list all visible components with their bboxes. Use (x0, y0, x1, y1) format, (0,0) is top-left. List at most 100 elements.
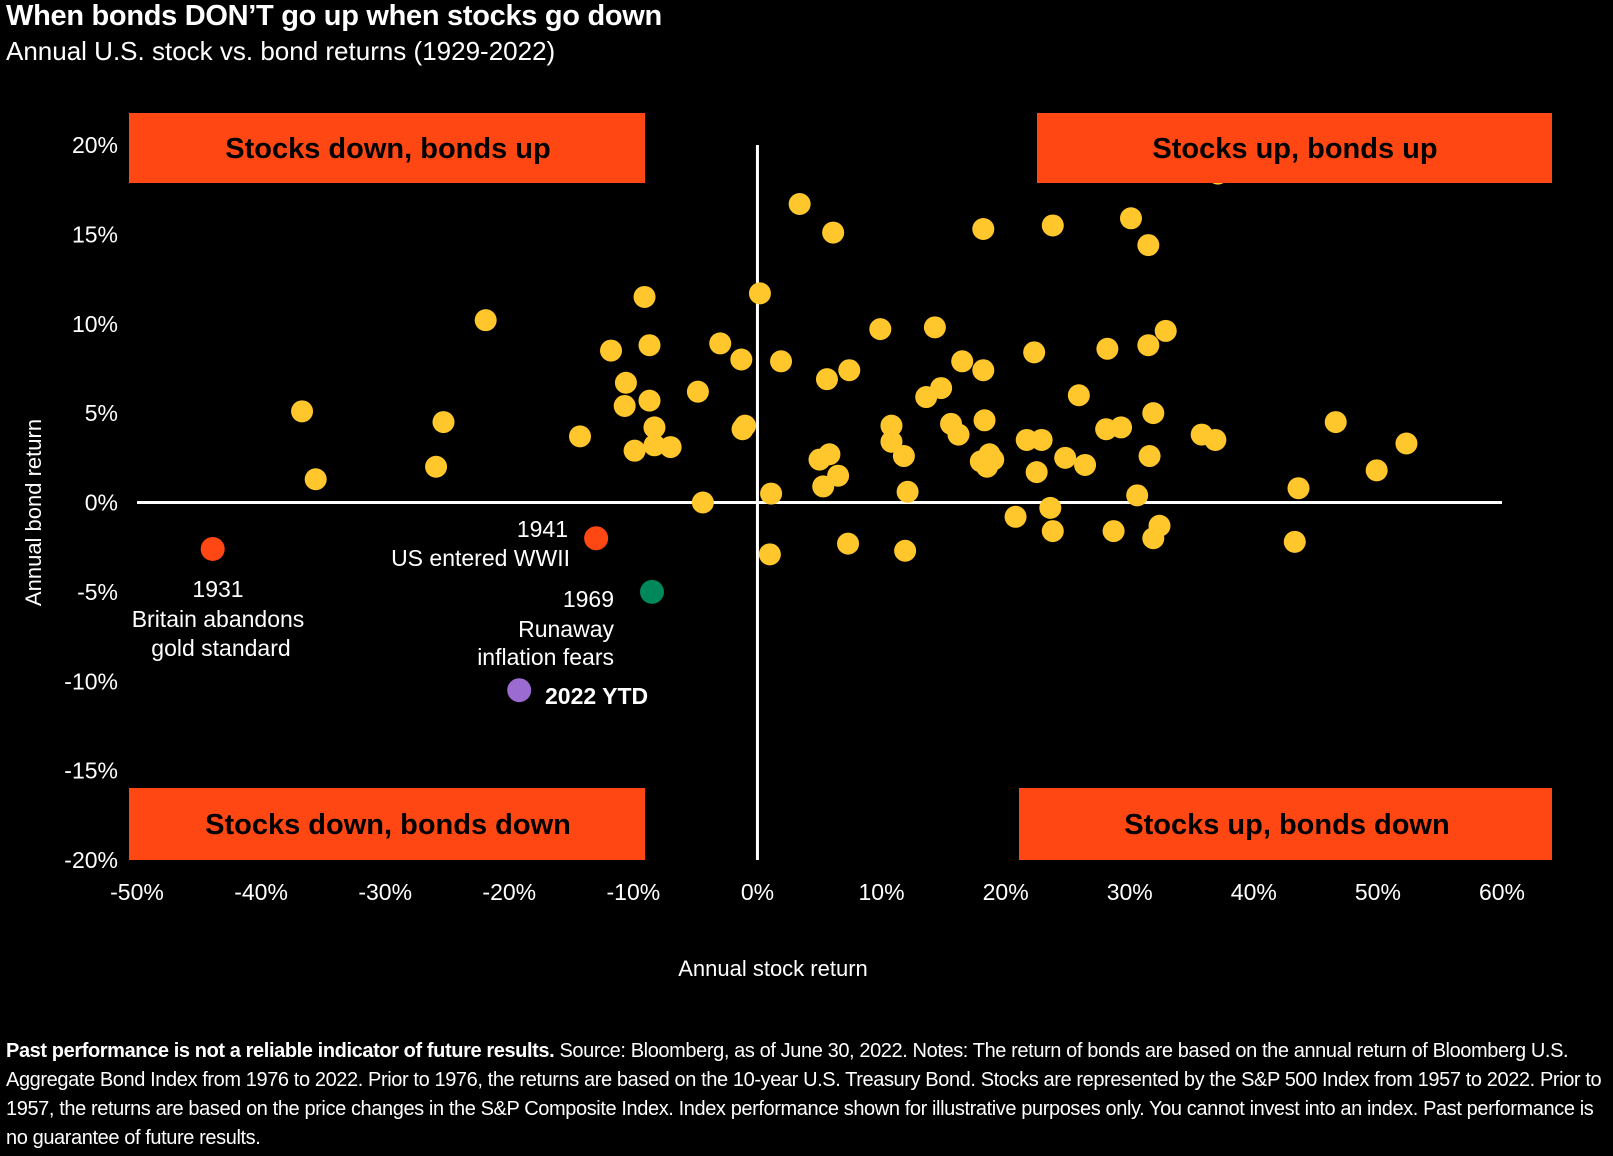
data-point (474, 309, 497, 332)
x-tick-label: 20% (983, 879, 1029, 905)
x-tick-label: -30% (358, 879, 412, 905)
data-point (643, 416, 666, 439)
x-tick-label: -10% (607, 879, 661, 905)
labels-layer: 20% 15% 10% 5% 0% -5% -10% -15% -20% -50% -40% -30%… (21, 132, 1525, 981)
data-point (1025, 461, 1048, 484)
data-point (1074, 453, 1097, 476)
x-tick-label: -40% (234, 879, 288, 905)
data-point (770, 350, 793, 373)
highlight-point-1931 (200, 536, 225, 561)
x-tick-label: 50% (1355, 879, 1401, 905)
data-point (1054, 446, 1077, 469)
highlight-label: 1931 (192, 576, 243, 602)
data-point (894, 539, 917, 562)
data-point (1110, 416, 1133, 439)
highlight-point-2022-ytd (507, 678, 532, 703)
x-tick-label: 10% (859, 879, 905, 905)
data-point (1287, 477, 1310, 500)
data-point (818, 443, 841, 466)
quadrant-label-bottom-right: Stocks up, bonds down (1019, 788, 1552, 860)
data-point (896, 480, 919, 503)
scatter-chart: Stocks down, bonds up Stocks up, bonds up… (21, 113, 1552, 981)
y-axis-title: Annual bond return (21, 419, 46, 606)
data-point (1030, 428, 1053, 451)
data-point (947, 423, 970, 446)
data-point (1004, 505, 1027, 528)
points-layer (291, 162, 1418, 566)
data-point (686, 380, 709, 403)
y-tick-label: -15% (64, 758, 118, 784)
data-point (1067, 384, 1090, 407)
data-point (638, 334, 661, 357)
data-point (1142, 402, 1165, 425)
data-point (827, 464, 850, 487)
chart-subtitle: Annual U.S. stock vs. bond returns (1929… (6, 36, 556, 66)
data-point (880, 430, 903, 453)
data-point (569, 425, 592, 448)
x-tick-label: 40% (1231, 879, 1277, 905)
data-point (1283, 530, 1306, 553)
quadrant-label-bottom-left-box (129, 788, 645, 860)
data-point (638, 389, 661, 412)
highlight-label: 2022 YTD (545, 683, 648, 709)
x-tick-label: -50% (110, 879, 164, 905)
highlight-label: inflation fears (477, 644, 614, 670)
highlight-label: 1941 (517, 516, 568, 542)
quadrant-label-bottom-right-box (1019, 788, 1552, 860)
quadrant-layer: Stocks down, bonds up Stocks up, bonds up… (129, 113, 1552, 860)
data-point (1365, 459, 1388, 482)
data-point (1041, 520, 1064, 543)
chart-title: When bonds DON’T go up when stocks go do… (6, 0, 662, 32)
data-point (760, 482, 783, 505)
data-point (730, 348, 753, 371)
quadrant-label-top-right-text: Stocks up, bonds up (1152, 133, 1437, 165)
data-point (1148, 514, 1171, 537)
data-point (923, 316, 946, 339)
quadrant-label-top-left-box (129, 113, 645, 183)
data-point (815, 368, 838, 391)
data-point (1154, 319, 1177, 342)
footnote-text: Source: Bloomberg, as of June 30, 2022. … (6, 1040, 1602, 1149)
footnote: Past performance is not a reliable indic… (6, 1037, 1606, 1153)
highlight-label: Runaway (518, 616, 614, 642)
y-tick-label: -20% (64, 847, 118, 873)
highlight-label: Britain abandons (132, 606, 305, 632)
data-point (1324, 411, 1347, 434)
data-point (837, 532, 860, 555)
data-point (643, 434, 666, 457)
x-tick-label: -20% (482, 879, 536, 905)
data-point (930, 377, 953, 400)
data-point (633, 285, 656, 308)
y-tick-label: 0% (85, 490, 118, 516)
x-axis-title: Annual stock return (678, 956, 868, 981)
data-point (758, 543, 781, 566)
data-point (1119, 207, 1142, 230)
y-tick-label: -10% (64, 668, 118, 694)
data-point (1126, 484, 1149, 507)
data-point (1039, 496, 1062, 519)
data-point (432, 411, 455, 434)
data-point (973, 409, 996, 432)
data-point (788, 192, 811, 215)
data-point (304, 468, 327, 491)
data-point (1102, 520, 1125, 543)
highlight-label: 1969 (563, 586, 614, 612)
quadrant-label-top-left: Stocks down, bonds up (129, 113, 645, 183)
data-point (822, 221, 845, 244)
data-point (659, 436, 682, 459)
highlight-label: US entered WWII (391, 545, 570, 571)
data-point (972, 359, 995, 382)
data-point (1023, 341, 1046, 364)
data-point (691, 491, 714, 514)
x-tick-label: 30% (1107, 879, 1153, 905)
data-point (1138, 445, 1161, 468)
data-point (614, 371, 637, 394)
data-point (951, 350, 974, 373)
y-tick-label: 10% (72, 311, 118, 337)
footnote-bold: Past performance is not a reliable indic… (6, 1040, 555, 1062)
quadrant-label-bottom-right-text: Stocks up, bonds down (1124, 809, 1449, 841)
data-point (600, 339, 623, 362)
data-point (1096, 337, 1119, 360)
quadrant-label-top-left-text: Stocks down, bonds up (225, 133, 550, 165)
data-point (734, 414, 757, 437)
